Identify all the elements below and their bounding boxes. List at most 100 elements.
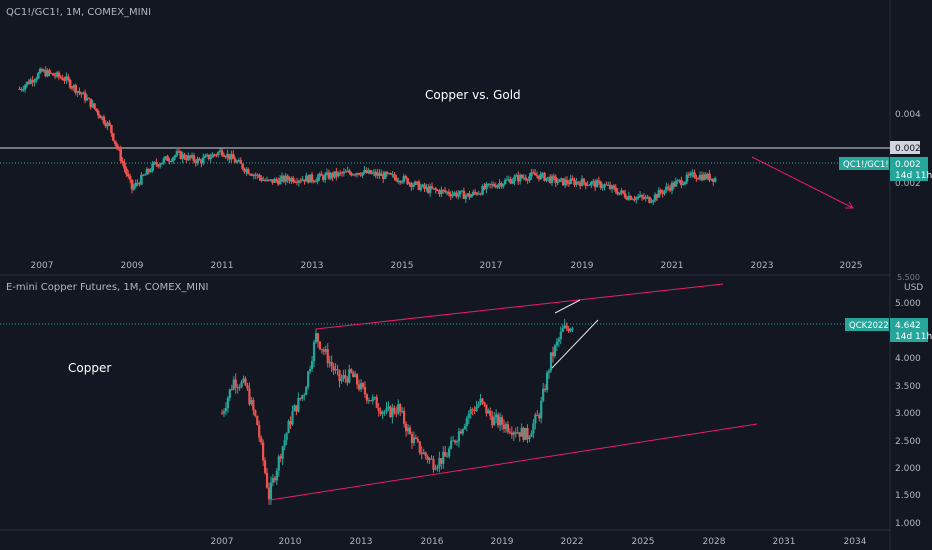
candle-body [540,400,543,419]
candle-body [357,172,361,175]
candle-body [23,85,27,90]
candle-body [78,91,81,93]
upper-channel-trendline[interactable] [315,283,724,330]
candle-body [391,407,394,418]
candle-body [269,482,273,500]
candle-body [560,178,563,180]
wedge-lower-line[interactable] [551,319,599,369]
candle-body [646,196,649,198]
candle-body [344,375,347,379]
candle-body [344,171,348,173]
candle-body [280,175,284,179]
candle-body [424,452,427,457]
candle-body [460,190,464,192]
candle-body [50,73,53,75]
candle-body [271,478,275,483]
candle-body [130,179,134,190]
bottom-y-tick: 2.500 [895,437,921,447]
candle-body [393,174,396,178]
candle-body [635,197,638,200]
candle-body [234,379,237,388]
candle-body [547,370,551,373]
projection-arrow-line[interactable] [751,156,854,209]
candle-body [434,468,437,470]
top-annotation[interactable]: Copper vs. Gold [425,88,521,102]
candle-body [263,180,267,182]
candle-body [522,177,526,179]
candle-body [46,70,49,77]
candle-body [363,169,366,173]
candle-body [674,181,678,187]
candle-body [121,160,124,164]
candle-body [426,456,429,461]
candle-body [365,169,368,174]
candle-body [496,184,499,188]
bottom-panel[interactable]: E-mini Copper Futures, 1M, COMEX_MINI Co… [0,273,932,550]
candle-body [117,148,121,150]
candle-body [299,397,302,399]
candle-body [282,175,286,182]
candle-body [506,424,510,432]
candle-body [307,371,310,387]
candle-body [305,386,308,395]
candle-body [530,433,533,437]
candle-body [330,361,333,367]
candle-body [455,441,459,443]
candle-body [31,79,34,83]
candle-body [555,341,558,346]
candle-body [276,180,280,185]
candle-body [359,383,363,390]
candle-body [33,80,36,83]
candle-body [303,179,306,182]
candle-body [275,470,278,481]
top-panel[interactable]: QC1!/GC1!, 1M, COMEX_MINI Copper vs. Gol… [0,0,932,276]
candle-body [500,417,504,425]
candle-body [552,175,556,177]
candle-body [158,164,162,167]
candle-body [335,171,338,177]
candle-body [359,174,363,176]
candle-body [248,173,252,175]
candle-body [295,181,299,183]
candle-body [516,432,519,434]
candle-body [541,172,544,175]
candle-body [421,184,424,187]
candle-body [397,404,400,414]
candle-body [471,191,475,196]
candle-body [553,345,557,357]
candle-body [310,361,314,369]
candle-body [490,183,494,185]
candle-body [222,155,226,157]
candle-body [420,452,423,455]
top-y-tick: 0.004 [895,110,921,120]
candle-body [350,369,353,373]
candle-body [704,174,708,179]
candle-body [289,421,292,425]
candle-body [543,172,546,181]
candle-body [318,341,322,350]
candle-body [455,192,458,197]
candle-body [430,458,433,460]
candle-body [68,79,72,88]
candle-body [318,173,321,178]
candle-body [533,173,537,176]
wedge-upper-line[interactable] [554,299,581,314]
candle-body [565,179,569,184]
candle-body [324,349,327,352]
candle-body [352,372,355,378]
candle-body [366,169,370,174]
candle-body [571,178,574,180]
candle-body [396,181,400,183]
lower-channel-trendline[interactable] [269,423,758,501]
bottom-y-tick: 1.000 [895,519,921,529]
candle-body [512,432,515,435]
candle-body [36,73,40,79]
candle-body [465,418,468,426]
candle-body [207,154,211,160]
candle-body [557,338,560,342]
candle-body [505,179,509,181]
candle-body [128,176,132,180]
candle-body [532,423,535,434]
bottom-annotation[interactable]: Copper [68,361,111,375]
